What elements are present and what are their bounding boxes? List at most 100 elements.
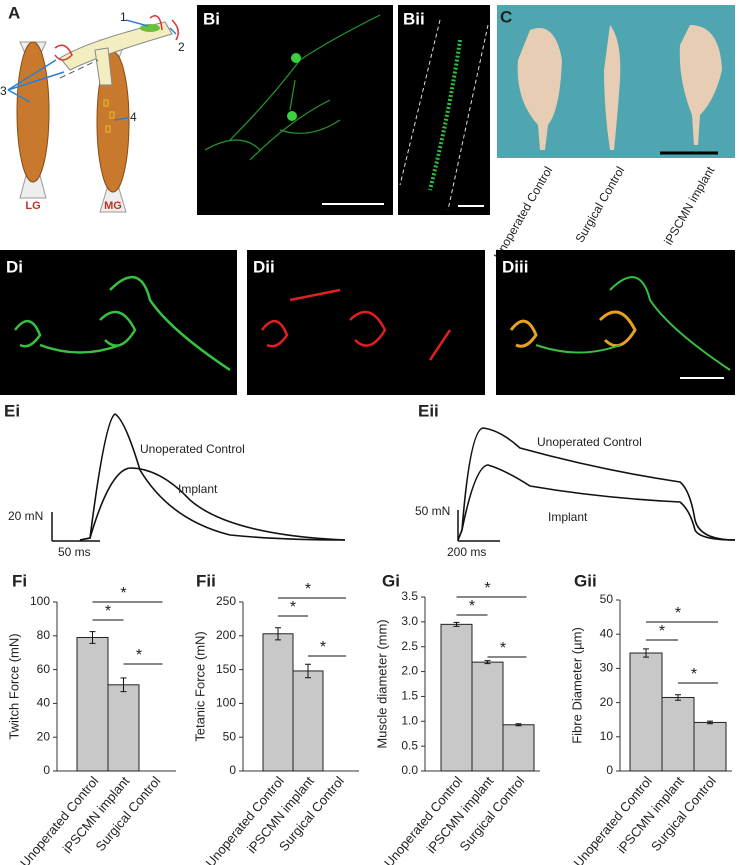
y-tick-label: 0 bbox=[229, 763, 236, 777]
y-axis-label: Fibre Diameter (µm) bbox=[569, 627, 584, 744]
significance-star: * bbox=[484, 580, 490, 597]
panel-label: Bii bbox=[403, 9, 425, 28]
y-tick-label: 100 bbox=[30, 594, 50, 608]
scale-label: 20 mN bbox=[8, 509, 43, 523]
trace bbox=[457, 464, 736, 541]
trace bbox=[457, 427, 736, 541]
y-tick-label: 200 bbox=[216, 628, 236, 642]
y-tick-label: 150 bbox=[216, 662, 236, 676]
panel-label: Di bbox=[6, 257, 23, 276]
trace-label: Unoperated Control bbox=[537, 435, 642, 449]
y-tick-label: 1.0 bbox=[401, 713, 418, 727]
error-bar bbox=[275, 627, 281, 641]
error-bar bbox=[707, 720, 713, 725]
significance-star: * bbox=[105, 603, 111, 620]
y-tick-label: 20 bbox=[37, 729, 51, 743]
error-bar bbox=[675, 694, 681, 701]
bar bbox=[292, 670, 324, 772]
y-axis-label: Muscle diameter (mm) bbox=[374, 619, 389, 748]
bar bbox=[693, 721, 727, 772]
error-bar bbox=[484, 660, 491, 665]
panel-label: Fii bbox=[196, 571, 216, 590]
y-tick-label: 10 bbox=[600, 729, 614, 743]
error-bar bbox=[89, 631, 96, 644]
significance-star: * bbox=[320, 639, 326, 656]
error-bar bbox=[120, 677, 127, 693]
y-tick-label: 60 bbox=[37, 662, 51, 676]
panel-label: A bbox=[8, 3, 20, 22]
y-tick-label: 50 bbox=[223, 729, 237, 743]
y-tick-label: 1.5 bbox=[401, 689, 418, 703]
significance-star: * bbox=[469, 598, 475, 615]
bar bbox=[629, 652, 663, 772]
significance-star: * bbox=[659, 623, 665, 640]
y-tick-label: 3.0 bbox=[401, 614, 418, 628]
error-bar bbox=[515, 723, 522, 727]
marker-label: 1 bbox=[120, 10, 127, 24]
bar bbox=[262, 633, 294, 772]
y-tick-label: 100 bbox=[216, 696, 236, 710]
y-tick-label: 0 bbox=[43, 763, 50, 777]
panel-label: Ei bbox=[4, 401, 20, 420]
panel-label: Gi bbox=[382, 571, 400, 590]
y-tick-label: 0.5 bbox=[401, 738, 418, 752]
y-axis-label: Twitch Force (mN) bbox=[6, 633, 21, 739]
panel-label: Eii bbox=[418, 401, 439, 420]
y-tick-label: 2.5 bbox=[401, 639, 418, 653]
significance-star: * bbox=[500, 640, 506, 657]
y-tick-label: 40 bbox=[600, 626, 614, 640]
bar bbox=[440, 623, 473, 772]
marker-label: 2 bbox=[178, 40, 185, 54]
bar bbox=[76, 636, 109, 772]
marker-label: 4 bbox=[130, 110, 137, 124]
panel-label: Bi bbox=[203, 9, 220, 28]
y-tick-label: 30 bbox=[600, 661, 614, 675]
marker-label: 3 bbox=[0, 84, 7, 98]
panel-e: Ei Unoperated Control Implant 20 mN 50 m… bbox=[4, 401, 736, 559]
y-tick-label: 2.0 bbox=[401, 664, 418, 678]
panel-c: C Unoperated Control Surgical Control iP… bbox=[491, 5, 735, 262]
y-axis-label: Tetanic Force (mN) bbox=[192, 631, 207, 742]
bar bbox=[661, 696, 695, 772]
panel-label: C bbox=[500, 7, 512, 26]
trace bbox=[79, 467, 346, 541]
significance-star: * bbox=[120, 585, 126, 602]
significance-star: * bbox=[691, 666, 697, 683]
sample-label: Surgical Control bbox=[573, 164, 628, 245]
y-tick-label: 0 bbox=[606, 763, 613, 777]
muscle-label: MG bbox=[104, 200, 122, 212]
y-tick-label: 50 bbox=[600, 592, 614, 606]
panel-label: Fi bbox=[12, 571, 27, 590]
y-tick-label: 40 bbox=[37, 696, 51, 710]
y-tick-label: 80 bbox=[37, 628, 51, 642]
bar bbox=[107, 684, 140, 772]
trace bbox=[79, 413, 346, 541]
error-bar bbox=[453, 621, 460, 627]
y-tick-label: 3.5 bbox=[401, 589, 418, 603]
scale-label: 200 ms bbox=[447, 545, 486, 559]
trace-label: Implant bbox=[548, 510, 588, 524]
panel-d: Di Dii Diii bbox=[0, 250, 735, 395]
significance-star: * bbox=[675, 605, 681, 622]
trace-label: Unoperated Control bbox=[140, 442, 245, 456]
sample-label: Unoperated Control bbox=[491, 164, 555, 262]
error-bar bbox=[305, 663, 311, 679]
bar bbox=[502, 724, 535, 772]
sample-label: iPSCMN implant bbox=[661, 164, 717, 248]
panel-label: Dii bbox=[253, 257, 275, 276]
y-tick-label: 250 bbox=[216, 594, 236, 608]
significance-star: * bbox=[136, 647, 142, 664]
significance-star: * bbox=[290, 599, 296, 616]
y-tick-label: 20 bbox=[600, 695, 614, 709]
panel-a: A 1 2 3 4 LG MG bbox=[0, 3, 185, 213]
bar bbox=[471, 661, 504, 772]
significance-star: * bbox=[305, 581, 311, 598]
panel-b: Bi Bii bbox=[197, 5, 490, 215]
error-bar bbox=[643, 648, 649, 658]
scale-label: 50 mN bbox=[415, 504, 450, 518]
y-tick-label: 0.0 bbox=[401, 763, 418, 777]
trace-label: Implant bbox=[178, 482, 218, 496]
panel-label: Gii bbox=[574, 571, 597, 590]
scale-label: 50 ms bbox=[58, 545, 91, 559]
